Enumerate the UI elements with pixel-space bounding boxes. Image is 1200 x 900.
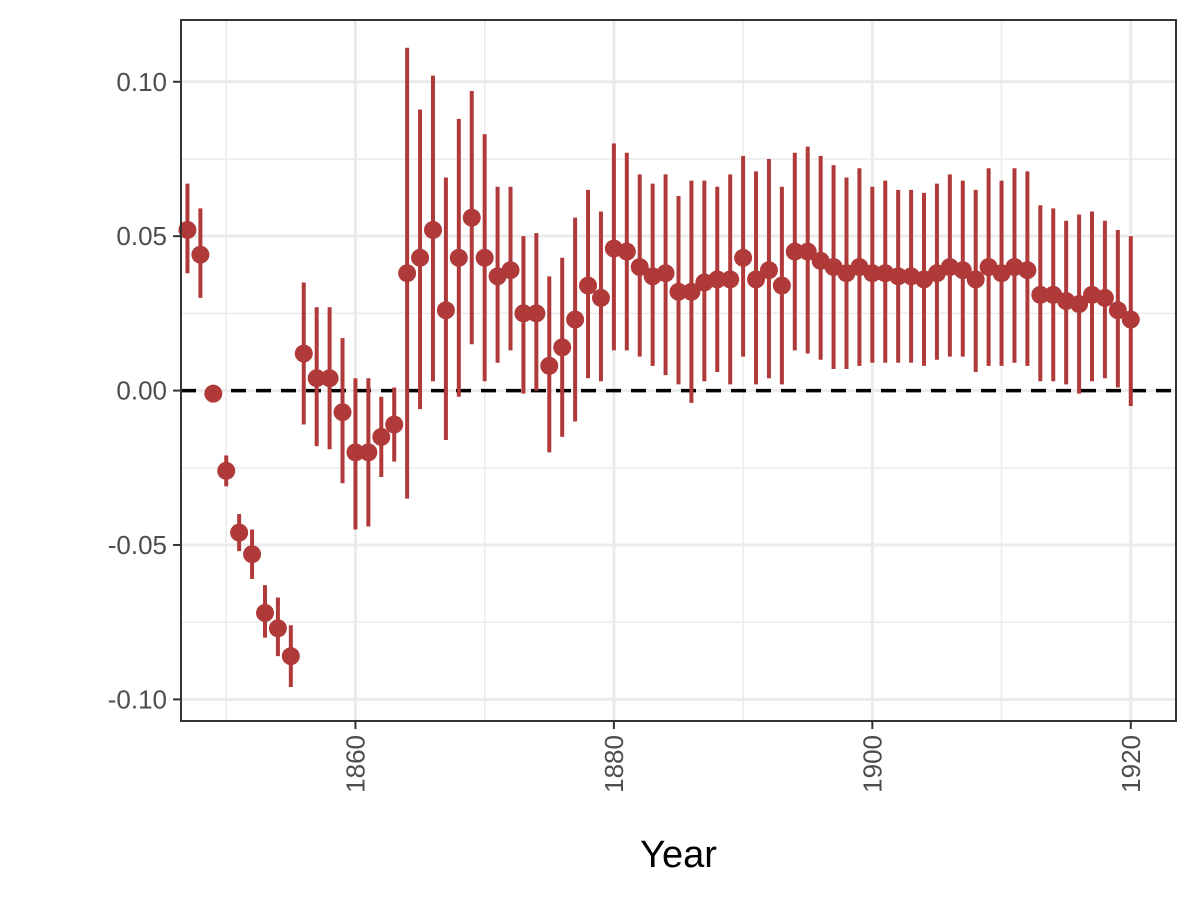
data-point <box>1070 295 1089 314</box>
y-tick-label: 0.05 <box>116 221 167 251</box>
data-point <box>307 369 326 388</box>
data-point <box>462 208 481 227</box>
data-point <box>553 338 572 357</box>
x-tick-label: 1880 <box>599 735 629 793</box>
x-axis: 1860 1880 1900 1920 <box>340 721 1146 793</box>
data-point <box>385 415 404 434</box>
data-point <box>1108 301 1127 320</box>
data-point <box>1018 261 1037 280</box>
data-point <box>1031 285 1050 304</box>
data-point <box>579 276 598 295</box>
data-point <box>398 264 417 283</box>
data-point <box>243 545 262 564</box>
data-point <box>966 270 985 289</box>
data-point <box>721 270 740 289</box>
data-point <box>747 270 766 289</box>
data-point <box>566 310 585 329</box>
data-point <box>268 619 287 638</box>
data-point <box>656 264 675 283</box>
data-point <box>1121 310 1140 329</box>
data-point <box>540 356 559 375</box>
x-tick-label: 1860 <box>340 735 370 793</box>
data-point <box>320 369 339 388</box>
data-point <box>708 270 727 289</box>
data-points <box>178 208 1140 666</box>
data-point <box>191 245 210 264</box>
data-point <box>281 647 300 666</box>
data-point <box>734 248 753 267</box>
data-point <box>772 276 791 295</box>
data-point <box>798 242 817 261</box>
data-point <box>178 220 197 239</box>
y-tick-label: 0.00 <box>116 376 167 406</box>
data-point <box>449 248 468 267</box>
data-point <box>682 282 701 301</box>
data-point <box>1095 288 1114 307</box>
data-point <box>230 523 249 542</box>
y-axis: -0.10 -0.05 0.00 0.05 0.10 <box>108 67 181 714</box>
y-tick-label: -0.10 <box>108 684 167 714</box>
data-point <box>294 344 313 363</box>
data-point <box>501 261 520 280</box>
data-point <box>630 258 649 277</box>
data-point <box>759 261 778 280</box>
data-point <box>372 427 391 446</box>
x-axis-title: Year <box>640 834 717 876</box>
data-point <box>436 301 455 320</box>
x-tick-label: 1920 <box>1116 735 1146 793</box>
y-tick-label: 0.10 <box>116 67 167 97</box>
data-point <box>953 261 972 280</box>
data-point <box>514 304 533 323</box>
data-point <box>475 248 494 267</box>
data-point <box>889 267 908 286</box>
data-point <box>527 304 546 323</box>
major-grid <box>181 20 1176 721</box>
data-point <box>785 242 804 261</box>
y-tick-label: -0.05 <box>108 530 167 560</box>
x-tick-label: 1900 <box>857 735 887 793</box>
data-point <box>346 443 365 462</box>
data-point <box>411 248 430 267</box>
data-point <box>333 403 352 422</box>
data-point <box>204 384 223 403</box>
data-point <box>217 461 236 480</box>
data-point <box>423 220 442 239</box>
data-point <box>863 264 882 283</box>
data-point <box>255 603 274 622</box>
panel-border <box>180 19 1177 722</box>
data-point <box>617 242 636 261</box>
data-point <box>669 282 688 301</box>
data-point <box>359 443 378 462</box>
data-point <box>591 288 610 307</box>
